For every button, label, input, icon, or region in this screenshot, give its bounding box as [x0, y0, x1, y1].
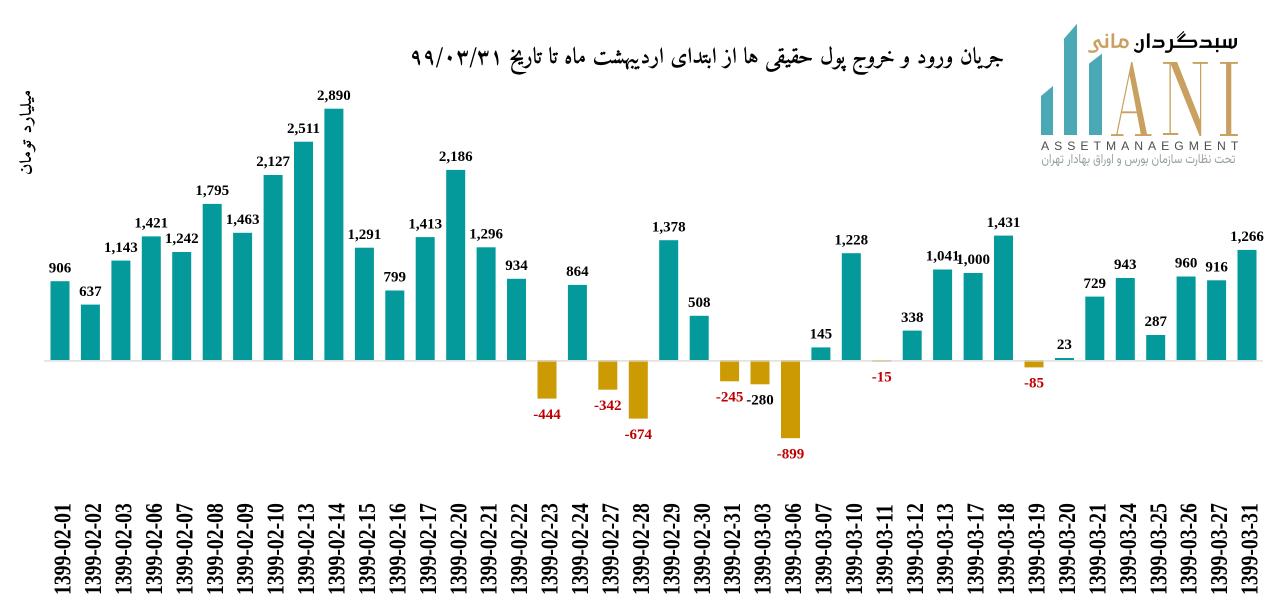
svg-text:-245: -245 [716, 390, 744, 406]
svg-text:1399-03-27: 1399-03-27 [1205, 503, 1232, 595]
svg-text:1,296: 1,296 [469, 227, 503, 243]
svg-text:1,378: 1,378 [652, 219, 686, 235]
svg-text:1,228: 1,228 [834, 232, 868, 248]
svg-text:1399-03-11: 1399-03-11 [870, 504, 897, 595]
svg-text:1399-02-03: 1399-02-03 [110, 503, 137, 595]
svg-text:1399-02-28: 1399-02-28 [627, 503, 654, 595]
svg-text:1399-02-24: 1399-02-24 [566, 503, 593, 595]
svg-text:1399-03-20: 1399-03-20 [1053, 503, 1080, 595]
svg-text:1399-03-19: 1399-03-19 [1023, 503, 1050, 595]
svg-text:1399-03-03: 1399-03-03 [749, 503, 776, 595]
svg-text:1399-02-08: 1399-02-08 [201, 503, 228, 595]
svg-text:2,127: 2,127 [256, 154, 290, 170]
svg-text:2,186: 2,186 [439, 149, 473, 165]
svg-text:1399-02-10: 1399-02-10 [262, 503, 289, 595]
svg-text:1399-03-26: 1399-03-26 [1175, 503, 1202, 595]
svg-text:287: 287 [1144, 314, 1167, 330]
svg-text:1,291: 1,291 [348, 227, 382, 243]
svg-text:145: 145 [810, 327, 833, 343]
svg-text:1,431: 1,431 [987, 215, 1021, 231]
svg-text:1399-02-17: 1399-02-17 [414, 503, 441, 595]
svg-text:1,242: 1,242 [165, 231, 199, 247]
svg-text:934: 934 [505, 258, 528, 274]
svg-text:338: 338 [901, 310, 924, 326]
svg-text:2,890: 2,890 [317, 88, 351, 104]
svg-text:729: 729 [1084, 276, 1107, 292]
svg-text:1399-02-07: 1399-02-07 [170, 503, 197, 595]
svg-text:1399-02-31: 1399-02-31 [718, 503, 745, 595]
svg-text:1399-02-02: 1399-02-02 [79, 503, 106, 595]
svg-text:-899: -899 [777, 447, 805, 463]
svg-text:1,143: 1,143 [104, 240, 138, 256]
svg-text:906: 906 [49, 260, 72, 276]
svg-text:943: 943 [1114, 257, 1137, 273]
svg-text:1399-03-06: 1399-03-06 [779, 503, 806, 595]
svg-text:1399-02-30: 1399-02-30 [688, 503, 715, 595]
svg-text:1399-03-07: 1399-03-07 [810, 503, 837, 595]
svg-text:916: 916 [1205, 260, 1228, 276]
svg-text:1399-03-13: 1399-03-13 [931, 503, 958, 595]
svg-text:799: 799 [384, 270, 407, 286]
svg-text:1399-02-16: 1399-02-16 [383, 503, 410, 595]
svg-text:637: 637 [79, 284, 102, 300]
svg-text:1399-03-12: 1399-03-12 [901, 503, 928, 595]
svg-text:1,000: 1,000 [956, 252, 990, 268]
svg-text:2,511: 2,511 [287, 121, 320, 137]
svg-text:1399-02-09: 1399-02-09 [231, 503, 258, 595]
svg-text:-444: -444 [533, 407, 561, 423]
svg-text:23: 23 [1057, 337, 1072, 353]
svg-text:1399-03-10: 1399-03-10 [840, 503, 867, 595]
svg-text:-280: -280 [746, 393, 774, 409]
svg-text:1399-02-20: 1399-02-20 [444, 503, 471, 595]
svg-text:1399-03-17: 1399-03-17 [962, 503, 989, 595]
svg-text:1,041: 1,041 [926, 249, 960, 265]
svg-text:1399-03-24: 1399-03-24 [1114, 503, 1141, 595]
svg-text:1399-03-25: 1399-03-25 [1144, 503, 1171, 595]
svg-text:1399-02-23: 1399-02-23 [536, 503, 563, 595]
svg-text:1399-03-21: 1399-03-21 [1083, 503, 1110, 595]
svg-text:1,266: 1,266 [1230, 229, 1264, 245]
svg-text:1,463: 1,463 [226, 212, 260, 228]
svg-text:1399-02-22: 1399-02-22 [505, 503, 532, 595]
svg-text:1399-02-01: 1399-02-01 [49, 503, 76, 595]
svg-text:1399-02-27: 1399-02-27 [596, 503, 623, 595]
svg-text:1399-02-13: 1399-02-13 [292, 503, 319, 595]
svg-text:1,795: 1,795 [195, 183, 229, 199]
svg-text:1399-02-21: 1399-02-21 [475, 503, 502, 595]
svg-text:1399-02-15: 1399-02-15 [353, 503, 380, 595]
svg-text:-15: -15 [872, 370, 892, 386]
svg-text:960: 960 [1175, 256, 1198, 272]
svg-text:1,421: 1,421 [134, 216, 168, 232]
svg-text:-85: -85 [1024, 376, 1044, 392]
svg-text:1399-02-29: 1399-02-29 [657, 503, 684, 595]
svg-text:-342: -342 [594, 398, 622, 414]
svg-text:1399-03-18: 1399-03-18 [992, 503, 1019, 595]
svg-text:1399-02-06: 1399-02-06 [140, 503, 167, 595]
svg-text:-674: -674 [625, 427, 653, 443]
svg-text:1399-03-31: 1399-03-31 [1236, 503, 1263, 595]
svg-text:508: 508 [688, 295, 711, 311]
svg-text:864: 864 [566, 264, 589, 280]
svg-text:1,413: 1,413 [408, 216, 442, 232]
svg-text:1399-02-14: 1399-02-14 [323, 503, 350, 595]
